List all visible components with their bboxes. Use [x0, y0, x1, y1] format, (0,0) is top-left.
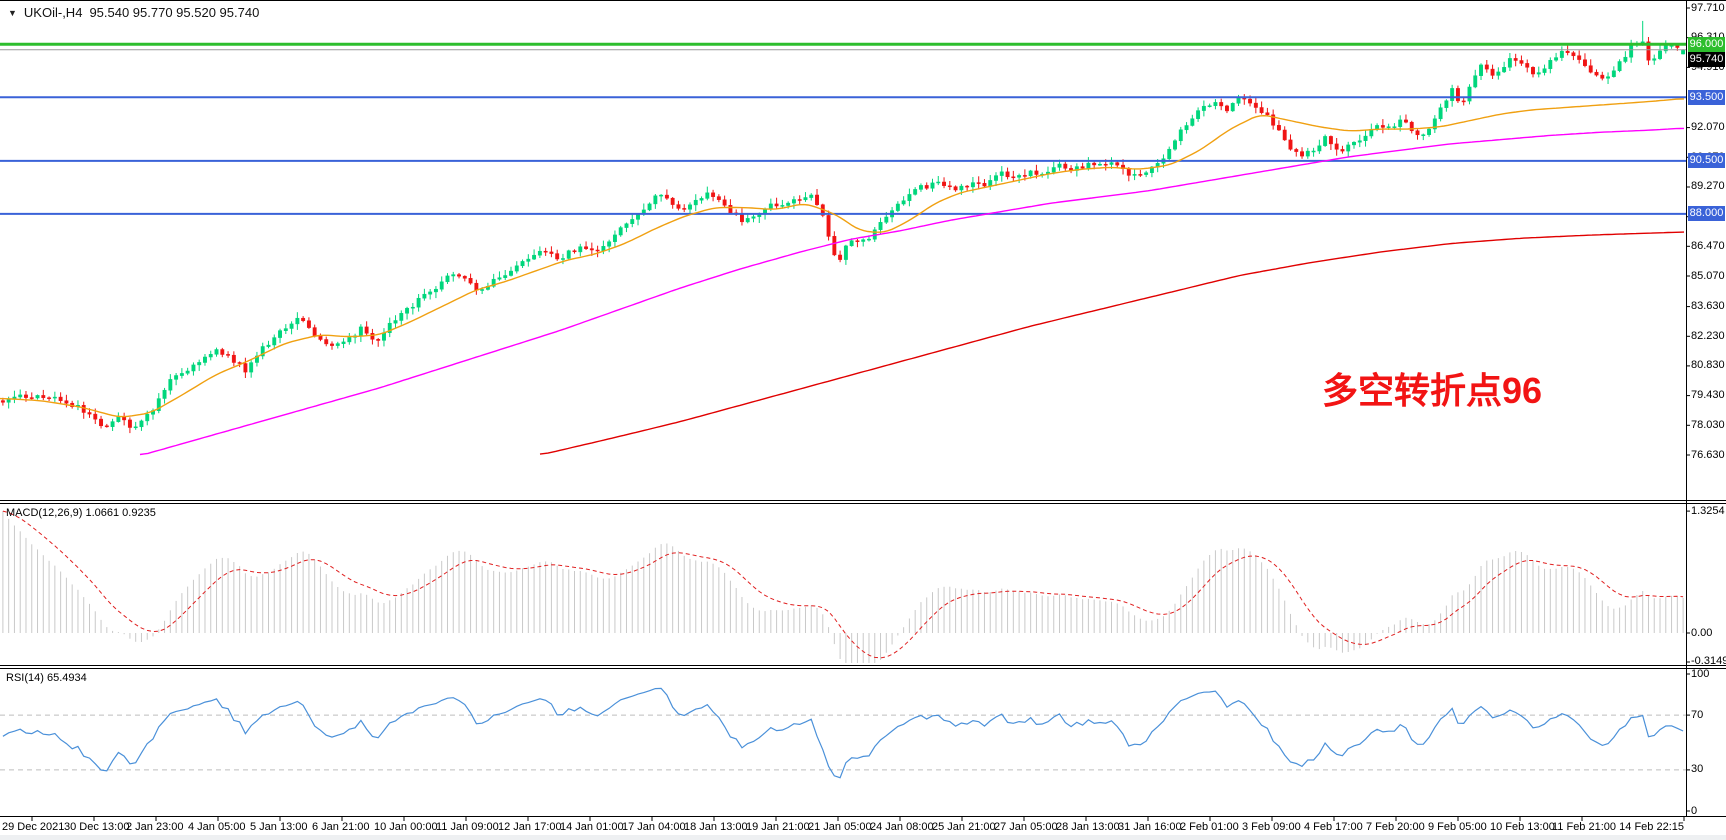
bottom-strip	[0, 835, 1726, 840]
time-axis-label: 2 Feb 01:00	[1180, 821, 1239, 833]
time-axis-label: 21 Jan 05:00	[808, 821, 872, 833]
ma-slow-red	[539, 231, 1685, 455]
price-axis-tick-label: 82.230	[1691, 330, 1725, 342]
macd-indicator-label: MACD(12,26,9) 1.0661 0.9235	[6, 507, 156, 519]
price-axis-tick-label: 92.070	[1691, 121, 1725, 133]
time-axis-label: 31 Jan 16:00	[1118, 821, 1182, 833]
price-level-badge: 90.500	[1688, 153, 1725, 168]
time-axis-label: 24 Jan 08:00	[870, 821, 934, 833]
time-axis-label: 25 Jan 21:00	[932, 821, 996, 833]
price-axis-tick-label: 76.630	[1691, 449, 1725, 461]
indicator-axis-label: 100	[1691, 668, 1710, 680]
time-axis-label: 9 Feb 05:00	[1428, 821, 1487, 833]
time-axis-label: 10 Feb 13:00	[1490, 821, 1555, 833]
indicator-axis-label: 30	[1691, 763, 1704, 775]
price-axis-tick-label: 80.830	[1691, 359, 1725, 371]
dropdown-icon[interactable]: ▼	[8, 7, 17, 18]
price-level-badge: 96.000	[1688, 37, 1725, 52]
price-axis-tick-label: 97.710	[1691, 2, 1725, 14]
price-axis-tick-label: 89.270	[1691, 180, 1725, 192]
indicator-axis-label: 0	[1691, 805, 1698, 817]
indicator-axis-label: 1.3254	[1691, 505, 1725, 517]
price-axis-tick-label: 83.630	[1691, 300, 1725, 312]
chart-annotation-text: 多空转折点96	[1322, 370, 1543, 411]
time-axis-label: 4 Feb 17:00	[1304, 821, 1363, 833]
price-axis-tick-label: 78.030	[1691, 419, 1725, 431]
time-axis-label: 3 Feb 09:00	[1242, 821, 1301, 833]
time-axis-label: 29 Dec 2021	[2, 821, 65, 833]
time-axis-label: 5 Jan 13:00	[250, 821, 308, 833]
price-level-badge: 93.500	[1688, 90, 1725, 105]
time-axis-label: 14 Feb 22:15	[1619, 821, 1684, 833]
time-axis-label: 7 Feb 20:00	[1366, 821, 1425, 833]
time-axis-label: 18 Jan 13:00	[684, 821, 748, 833]
time-axis-label: 30 Dec 13:00	[64, 821, 130, 833]
indicator-axis-label: 70	[1691, 709, 1704, 721]
time-axis-label: 27 Jan 05:00	[994, 821, 1058, 833]
indicator-axis-label: 0.00	[1691, 627, 1713, 639]
price-axis-tick-label: 86.470	[1691, 240, 1725, 252]
time-axis-label: 11 Jan 09:00	[436, 821, 499, 833]
time-axis-label: 6 Jan 21:00	[312, 821, 370, 833]
time-axis-label: 11 Feb 21:00	[1552, 821, 1617, 833]
price-level-badge: 88.000	[1688, 206, 1725, 221]
indicator-axis-label: -0.3149	[1691, 655, 1726, 667]
price-level-badge: 95.740	[1688, 52, 1725, 67]
time-axis-label: 19 Jan 21:00	[746, 821, 810, 833]
ma-fast-orange	[0, 98, 1685, 418]
time-axis-label: 17 Jan 04:00	[622, 821, 686, 833]
time-axis-label: 14 Jan 01:00	[560, 821, 624, 833]
time-axis-label: 28 Jan 13:00	[1056, 821, 1120, 833]
time-axis-label: 10 Jan 00:00	[374, 821, 438, 833]
time-axis-label: 12 Jan 17:00	[498, 821, 562, 833]
time-axis-label: 4 Jan 05:00	[188, 821, 246, 833]
ma-mid-magenta	[139, 127, 1685, 456]
rsi-indicator-label: RSI(14) 65.4934	[6, 672, 87, 684]
price-axis-tick-label: 85.070	[1691, 270, 1725, 282]
symbol-header[interactable]: ▼ UKOil-,H4 95.540 95.770 95.520 95.740	[8, 5, 259, 20]
ohlc-readout: 95.540 95.770 95.520 95.740	[89, 5, 260, 20]
time-axis-label: 2 Jan 23:00	[126, 821, 184, 833]
symbol-period-label: UKOil-,H4	[23, 5, 83, 20]
price-axis-tick-label: 79.430	[1691, 389, 1725, 401]
